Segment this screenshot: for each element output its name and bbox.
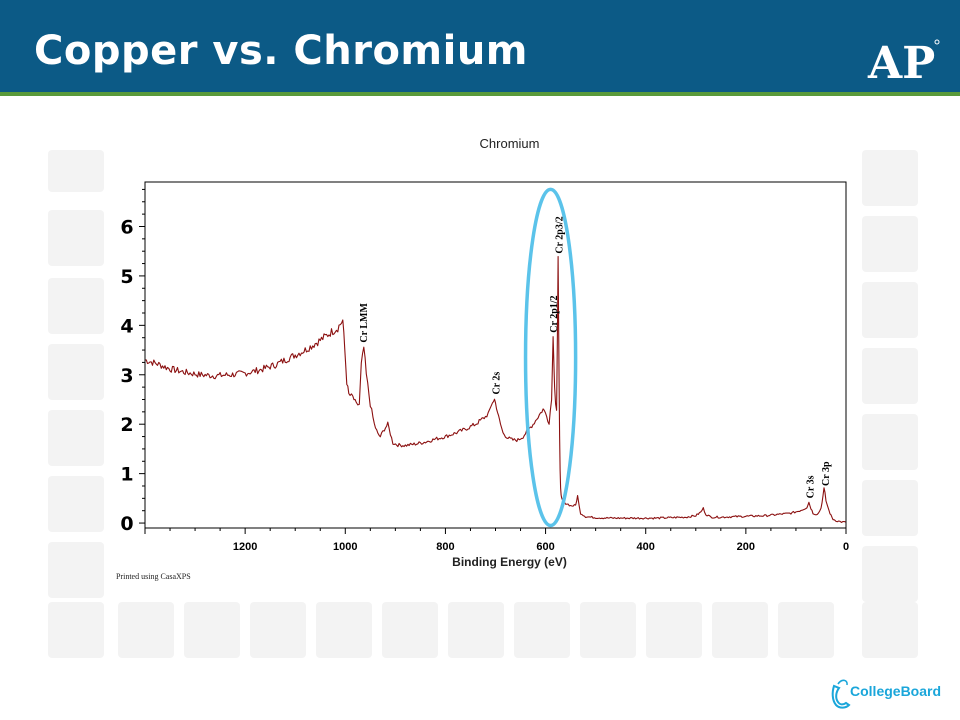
- x-tick-label: 1200: [233, 541, 257, 553]
- x-tick-label: 200: [737, 541, 755, 553]
- ap-logo: AP: [867, 38, 940, 84]
- collegeboard-logo: [831, 679, 851, 709]
- collegeboard-wordmark: CollegeBoard: [850, 683, 942, 699]
- x-tick-label: 600: [536, 541, 554, 553]
- title-bar: [0, 0, 960, 92]
- highlight-ellipse: [523, 187, 578, 528]
- y-tick-label: 2: [120, 414, 133, 436]
- peak-label: Cr 2s: [492, 372, 503, 395]
- peak-label: Cr 3p: [821, 461, 832, 486]
- chart-title: Chromium: [480, 136, 540, 151]
- plot-frame: [144, 181, 847, 529]
- slide-title: Copper vs. Chromium: [34, 28, 528, 74]
- peak-label: Cr 3s: [805, 475, 816, 498]
- y-tick-label: 0: [120, 513, 133, 535]
- peak-label: Cr LMM: [359, 303, 370, 343]
- peak-label: Cr 2p1/2: [549, 295, 560, 332]
- peak-label: Cr 2p3/2: [555, 216, 566, 253]
- y-tick-label: 1: [120, 464, 133, 486]
- x-tick-label: 800: [436, 541, 454, 553]
- y-tick-label: 3: [120, 365, 133, 387]
- y-tick-label: 4: [120, 315, 133, 337]
- x-tick-label: 400: [637, 541, 655, 553]
- y-tick-label: 5: [120, 266, 133, 288]
- header-accent-rule: [0, 92, 960, 96]
- x-axis-label: Binding Energy (eV): [452, 555, 567, 569]
- y-tick-label: 6: [120, 216, 133, 238]
- xps-chart: Cr LMM Cr 2s Cr 2p1/2 Cr 2p3/2 Cr 3s Cr 3p 12…: [110, 128, 856, 583]
- spectrum-line: [144, 256, 847, 523]
- x-tick-label: 1000: [333, 541, 357, 553]
- ap-logo-text: AP: [867, 38, 935, 84]
- background-tiles: [48, 150, 918, 658]
- x-tick-label: 0: [843, 541, 849, 553]
- footnote: Printed using CasaXPS: [116, 572, 191, 581]
